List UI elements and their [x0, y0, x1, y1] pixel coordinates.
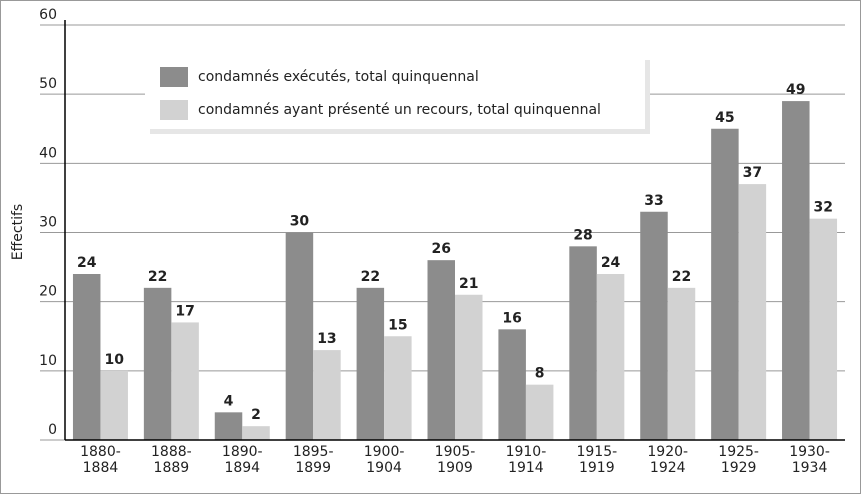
y-tick-label: 10 [39, 353, 57, 369]
value-label: 37 [743, 165, 762, 181]
x-tick-label: 1890-1894 [222, 444, 263, 476]
bar [640, 211, 668, 440]
value-label: 30 [290, 214, 310, 230]
x-tick-line: 1894 [224, 460, 260, 476]
value-label: 4 [224, 393, 234, 409]
legend-box [145, 55, 645, 129]
x-tick-line: 1899 [295, 460, 331, 476]
x-tick-line: 1914 [508, 460, 544, 476]
x-tick-label: 1895-1899 [293, 444, 334, 476]
value-label: 24 [77, 255, 97, 271]
value-label: 49 [786, 82, 805, 98]
value-label: 13 [317, 331, 336, 347]
bar [809, 218, 838, 440]
bar [498, 329, 526, 440]
value-label: 16 [502, 310, 521, 326]
x-tick-line: 1895- [293, 444, 334, 460]
y-axis-label: Effectifs [10, 204, 26, 260]
x-tick-line: 1930- [789, 444, 830, 460]
value-label: 22 [148, 269, 167, 285]
y-tick-label: 0 [48, 422, 57, 438]
x-tick-line: 1934 [792, 460, 828, 476]
x-tick-label: 1900-1904 [364, 444, 405, 476]
bar [738, 184, 767, 440]
x-tick-label: 1925-1929 [718, 444, 759, 476]
value-label: 15 [388, 317, 407, 333]
bar [143, 287, 172, 440]
value-label: 45 [715, 110, 734, 126]
x-tick-line: 1880- [80, 444, 121, 460]
x-tick-label: 1915-1919 [576, 444, 617, 476]
x-tick-line: 1919 [579, 460, 615, 476]
x-tick-label: 1880-1884 [80, 444, 121, 476]
bar [596, 274, 625, 440]
value-label: 33 [644, 193, 663, 209]
value-label: 22 [672, 269, 691, 285]
y-tick-label: 30 [39, 215, 57, 231]
y-tick-label: 50 [39, 76, 57, 92]
value-label: 32 [814, 200, 833, 216]
bar [711, 128, 739, 440]
bar [384, 336, 412, 440]
x-tick-line: 1915- [576, 444, 617, 460]
bar [356, 287, 385, 440]
value-label: 8 [535, 366, 545, 382]
bar [569, 246, 597, 440]
bar [427, 260, 455, 440]
value-label: 17 [175, 303, 194, 319]
x-tick-line: 1929 [721, 460, 757, 476]
bar [782, 101, 810, 440]
x-tick-line: 1925- [718, 444, 759, 460]
legend-label: condamnés exécutés, total quinquennal [198, 69, 479, 85]
x-tick-line: 1920- [647, 444, 688, 460]
bar [525, 384, 554, 440]
x-tick-label: 1930-1934 [789, 444, 830, 476]
bar [214, 412, 243, 440]
value-label: 21 [459, 276, 478, 292]
bar [242, 426, 270, 440]
bar [72, 274, 101, 440]
y-tick-label: 40 [39, 145, 57, 161]
bar [171, 322, 199, 440]
x-tick-label: 1920-1924 [647, 444, 688, 476]
value-label: 2 [251, 407, 261, 423]
x-tick-line: 1890- [222, 444, 263, 460]
x-tick-label: 1905-1909 [435, 444, 476, 476]
legend-label: condamnés ayant présenté un recours, tot… [198, 102, 601, 118]
x-tick-line: 1909 [437, 460, 473, 476]
legend-swatch [160, 67, 188, 87]
value-label: 22 [361, 269, 380, 285]
y-tick-label: 20 [39, 284, 57, 300]
x-tick-label: 1910-1914 [506, 444, 547, 476]
value-label: 28 [573, 227, 592, 243]
bar [285, 232, 314, 440]
value-label: 10 [104, 352, 124, 368]
x-tick-line: 1888- [151, 444, 192, 460]
value-label: 24 [601, 255, 621, 271]
value-label: 26 [432, 241, 451, 257]
bar [667, 287, 696, 440]
x-tick-line: 1884 [83, 460, 119, 476]
y-tick-label: 60 [39, 7, 57, 23]
bar [100, 370, 128, 440]
x-tick-label: 1888-1889 [151, 444, 192, 476]
x-tick-line: 1904 [366, 460, 402, 476]
x-tick-line: 1905- [435, 444, 476, 460]
x-tick-line: 1924 [650, 460, 686, 476]
x-tick-line: 1889 [154, 460, 190, 476]
x-tick-line: 1900- [364, 444, 405, 460]
bar [313, 350, 341, 440]
x-tick-line: 1910- [506, 444, 547, 460]
legend-swatch [160, 100, 188, 120]
bar [455, 294, 483, 440]
